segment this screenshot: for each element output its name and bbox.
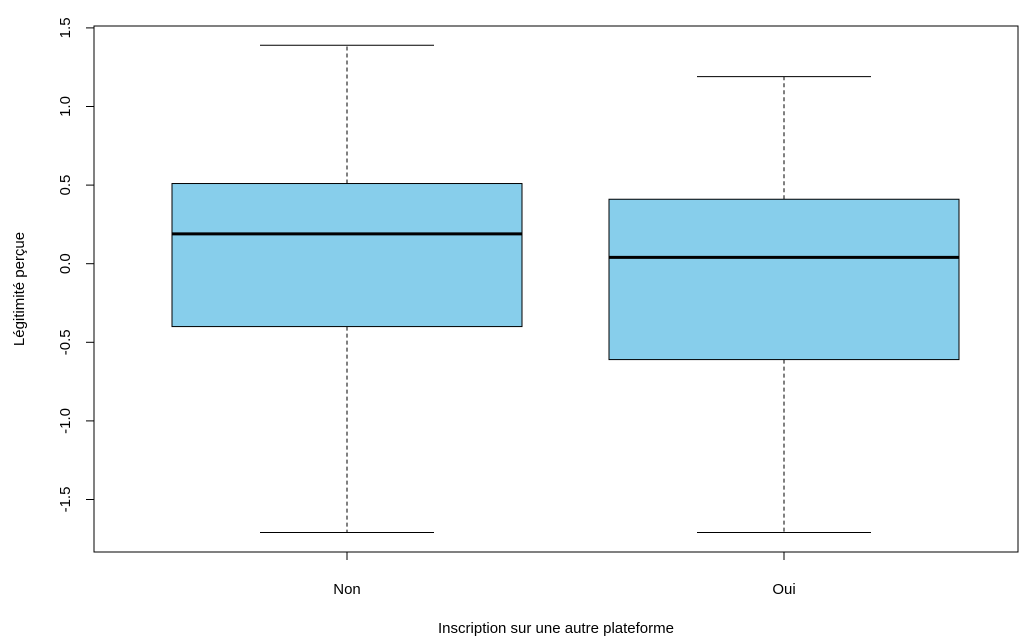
iqr-box	[171, 183, 523, 328]
y-tick-label: -1.5	[57, 487, 74, 513]
x-tick-label: Oui	[772, 581, 795, 598]
y-tick-label: -0.5	[57, 329, 74, 355]
y-axis-label: Légitimité perçue	[11, 232, 28, 346]
iqr-box	[608, 198, 960, 361]
y-axis: -1.5 -1.0 -0.5 0.0 0.5 1.0 1.5	[57, 17, 95, 513]
y-tick-label: 1.5	[57, 17, 74, 38]
y-tick-label: 1.0	[57, 96, 74, 117]
box-non	[171, 44, 523, 534]
y-tick-label: 0.0	[57, 253, 74, 274]
box-oui	[608, 76, 960, 534]
y-tick-label: -1.0	[57, 408, 74, 434]
x-axis-label: Inscription sur une autre plateforme	[438, 620, 674, 637]
x-axis: Non Oui	[333, 552, 796, 598]
y-tick-label: 0.5	[57, 175, 74, 196]
x-tick-label: Non	[333, 581, 361, 598]
boxes-layer	[171, 44, 960, 534]
